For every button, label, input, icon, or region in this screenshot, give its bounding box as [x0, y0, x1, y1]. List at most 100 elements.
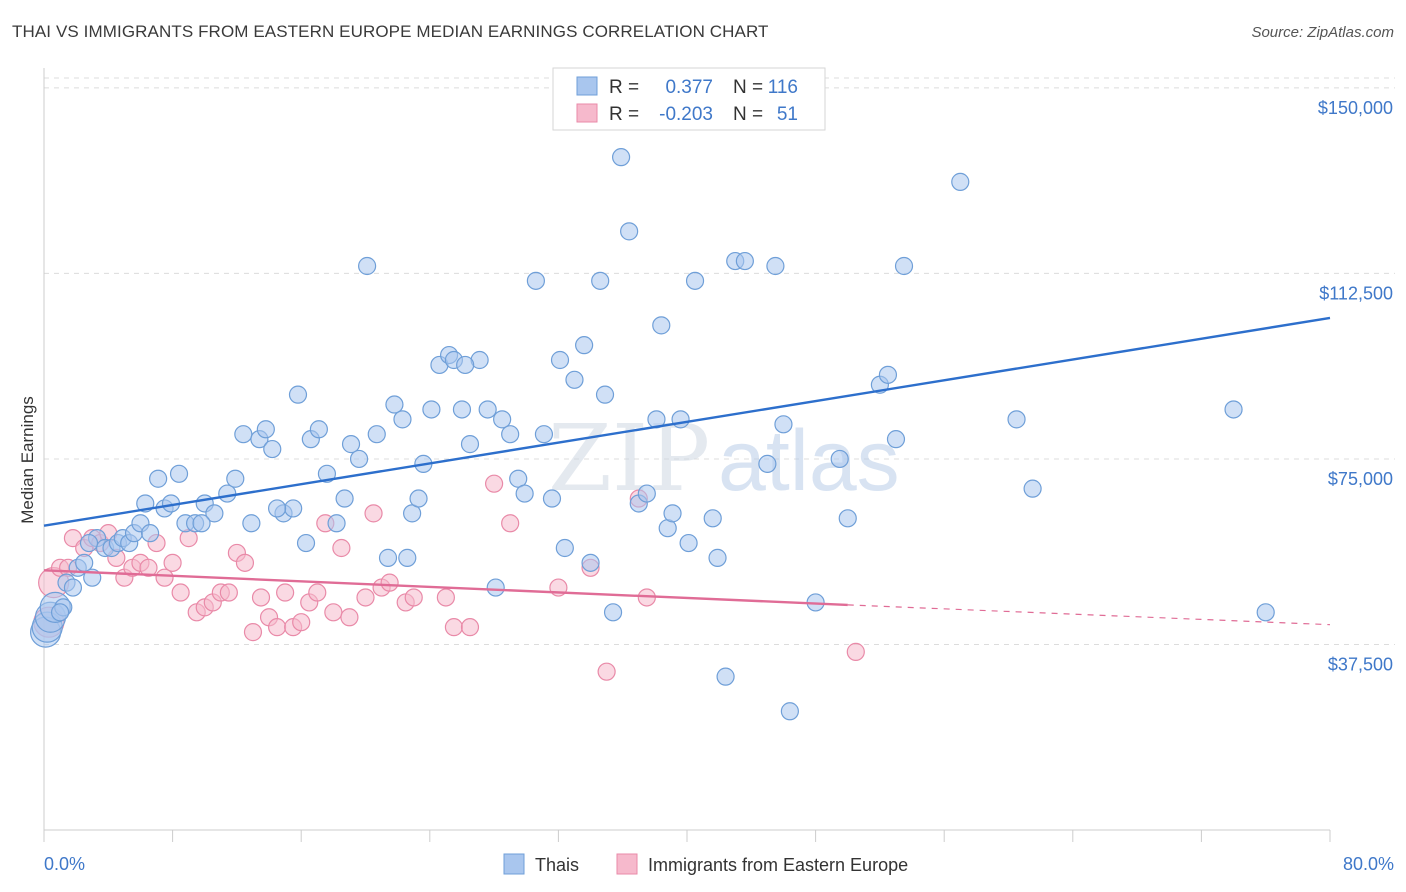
legend-box — [552, 67, 826, 131]
axes — [43, 68, 1331, 842]
thais-point — [581, 553, 600, 572]
thais-point — [309, 420, 328, 439]
thais-point — [393, 410, 412, 429]
thais-trend-line — [43, 316, 1331, 527]
thais-point — [620, 222, 639, 241]
thais-point — [575, 336, 594, 355]
eastern-europe-point — [163, 553, 182, 572]
thais-point — [685, 271, 705, 290]
eastern-europe-point — [332, 538, 351, 558]
thais-point — [349, 449, 369, 469]
series-legend: Thais Immigrants from Eastern Europe — [503, 853, 908, 875]
thais-point — [951, 172, 970, 191]
thais-point — [327, 514, 346, 533]
thais-point — [385, 395, 404, 414]
thais-point — [226, 469, 245, 488]
legend-r-label-0: R = — [609, 77, 639, 98]
thais-point — [478, 400, 497, 419]
thais-point — [735, 251, 754, 271]
eastern-europe-point — [340, 608, 359, 627]
eastern-europe-point — [485, 474, 504, 493]
thais-point — [703, 509, 722, 528]
thais-point — [75, 553, 94, 572]
thais-point — [460, 435, 480, 454]
eastern-europe-point — [324, 603, 343, 622]
y-tick-label: $150,000 — [1318, 98, 1393, 118]
legend-r-value-0: 0.377 — [665, 77, 713, 98]
thais-point — [341, 435, 361, 454]
thais-point — [169, 464, 189, 483]
eastern-europe-trend-line — [43, 569, 848, 607]
legend-n-value-1: 51 — [777, 104, 798, 125]
y-tick-label: $112,500 — [1319, 283, 1393, 303]
eastern-europe-point — [243, 623, 263, 642]
eastern-europe-point — [356, 588, 375, 607]
thais-point — [284, 499, 303, 518]
thais-point — [716, 667, 735, 686]
thais-point — [780, 702, 799, 721]
legend-r-label-1: R = — [609, 104, 639, 125]
correlation-legend: R = 0.377 N = 116 R = -0.203 N = 51 — [552, 67, 826, 131]
eastern-europe-point — [364, 504, 383, 523]
legend-n-value-0: 116 — [768, 77, 798, 98]
thais-point — [501, 425, 520, 444]
thais-point — [830, 449, 849, 469]
thais-point — [555, 538, 574, 558]
watermark-atlas: atlas — [718, 413, 900, 509]
thais-point — [358, 256, 377, 276]
source-label: Source: ZipAtlas.com — [1251, 24, 1394, 41]
thais-point — [595, 385, 615, 404]
legend-n-label-1: N = — [733, 104, 763, 125]
legend-r-value-1: -0.203 — [659, 104, 713, 125]
thais-point — [526, 271, 545, 290]
thais-point — [591, 271, 610, 290]
thais-point — [288, 385, 308, 404]
thais-point — [140, 524, 160, 543]
eastern-europe-point — [276, 583, 295, 602]
thais-point — [263, 439, 282, 459]
eastern-europe-point — [460, 618, 480, 637]
y-tick-labels: $37,500 $75,000 $112,500 $150,000 — [1318, 98, 1393, 675]
eastern-europe-point — [155, 568, 174, 587]
thais-point — [422, 400, 441, 419]
eastern-europe-point — [380, 573, 399, 592]
thais-point — [1007, 410, 1026, 429]
thais-point — [452, 400, 472, 419]
eastern-europe-point — [292, 613, 311, 632]
thais-point — [708, 548, 727, 567]
thais-point — [603, 603, 623, 622]
eastern-europe-point — [597, 662, 616, 681]
thais-point — [267, 499, 287, 518]
thais-point — [671, 410, 690, 429]
thais-point — [296, 533, 316, 553]
eastern-europe-point — [444, 618, 464, 637]
thais-point — [679, 533, 698, 553]
bottom-legend-swatch-eastern-europe — [616, 853, 638, 875]
x-tick-label-max: 80.0% — [1343, 854, 1394, 874]
thais-point — [234, 425, 253, 444]
bottom-legend-swatch-thais — [503, 853, 525, 875]
thais-point — [515, 484, 534, 503]
thais-point — [766, 256, 785, 276]
y-tick-label: $75,000 — [1328, 469, 1393, 489]
eastern-europe-point — [436, 588, 455, 607]
eastern-europe-point — [308, 583, 327, 602]
bottom-legend-label-eastern-europe: Immigrants from Eastern Europe — [648, 855, 908, 875]
eastern-europe-point — [501, 514, 520, 533]
thais-point — [774, 415, 793, 434]
thais-point — [894, 256, 914, 276]
y-axis-label: Median Earnings — [18, 396, 37, 524]
thais-point — [192, 514, 211, 533]
thais-point — [149, 469, 168, 488]
thais-point — [378, 548, 398, 567]
thais-point — [486, 578, 505, 597]
thais-point — [758, 454, 777, 473]
series-thais-points — [30, 148, 1275, 721]
thais-point — [398, 548, 417, 567]
eastern-europe-point — [251, 588, 271, 607]
legend-swatch-pink — [576, 103, 598, 123]
thais-point — [335, 489, 354, 508]
eastern-europe-point — [267, 618, 287, 637]
legend-n-label-0: N = — [733, 77, 763, 98]
